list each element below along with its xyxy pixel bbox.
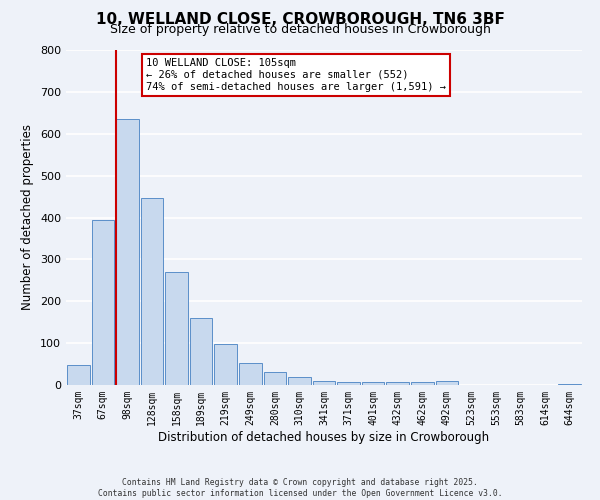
Bar — [411, 382, 434, 385]
Text: 10, WELLAND CLOSE, CROWBOROUGH, TN6 3BF: 10, WELLAND CLOSE, CROWBOROUGH, TN6 3BF — [95, 12, 505, 28]
Bar — [165, 272, 188, 385]
Bar — [140, 198, 163, 385]
X-axis label: Distribution of detached houses by size in Crowborough: Distribution of detached houses by size … — [158, 430, 490, 444]
Bar — [239, 363, 262, 385]
Y-axis label: Number of detached properties: Number of detached properties — [22, 124, 34, 310]
Bar — [67, 365, 89, 385]
Bar — [92, 220, 114, 385]
Bar — [337, 382, 360, 385]
Text: 10 WELLAND CLOSE: 105sqm
← 26% of detached houses are smaller (552)
74% of semi-: 10 WELLAND CLOSE: 105sqm ← 26% of detach… — [146, 58, 446, 92]
Text: Contains HM Land Registry data © Crown copyright and database right 2025.
Contai: Contains HM Land Registry data © Crown c… — [98, 478, 502, 498]
Bar — [436, 381, 458, 385]
Bar — [362, 382, 385, 385]
Bar — [288, 378, 311, 385]
Bar — [214, 344, 237, 385]
Bar — [190, 318, 212, 385]
Bar — [116, 119, 139, 385]
Bar — [559, 384, 581, 385]
Bar — [386, 382, 409, 385]
Text: Size of property relative to detached houses in Crowborough: Size of property relative to detached ho… — [110, 22, 490, 36]
Bar — [263, 372, 286, 385]
Bar — [313, 381, 335, 385]
